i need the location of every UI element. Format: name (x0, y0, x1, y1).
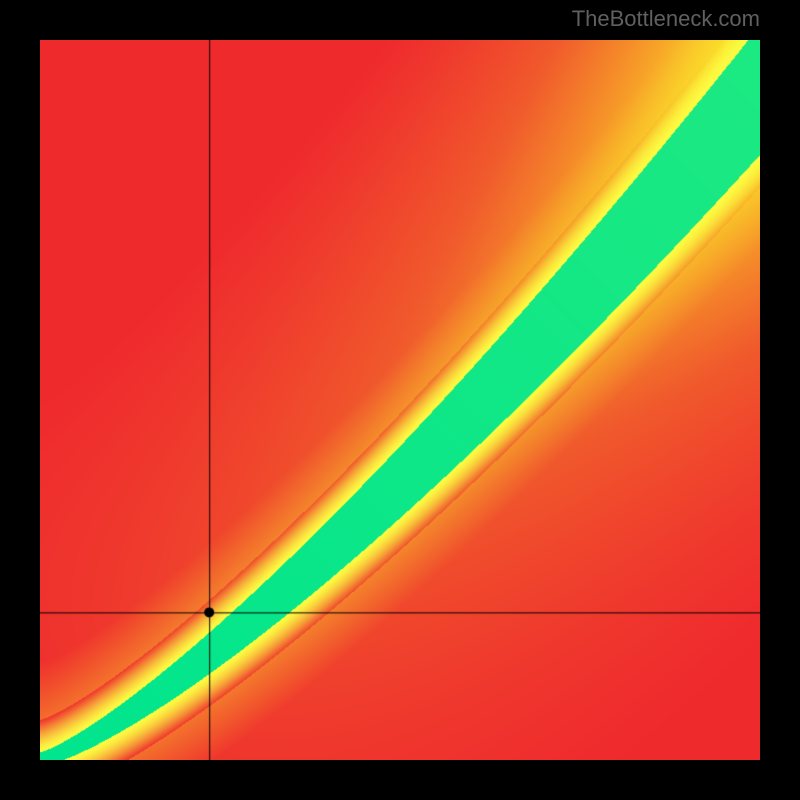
bottleneck-heatmap-canvas (40, 40, 760, 760)
heatmap-plot-area (40, 40, 760, 760)
watermark-text: TheBottleneck.com (572, 6, 760, 32)
